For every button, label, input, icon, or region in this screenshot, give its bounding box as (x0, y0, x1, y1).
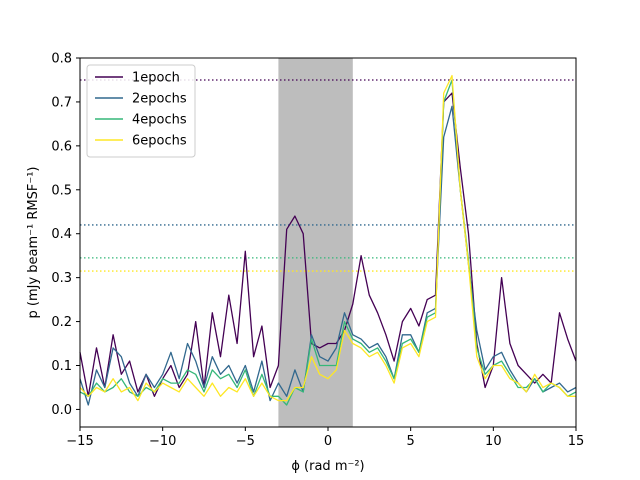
y-tick-label: 0.5 (51, 183, 72, 198)
series-lines (79, 74, 577, 406)
legend-label-2epochs: 2epochs (132, 92, 187, 107)
x-tick-label: 5 (407, 434, 415, 449)
legend-label-4epochs: 4epochs (132, 113, 187, 128)
x-tick-label: −10 (149, 434, 176, 449)
x-axis-ticks: −15 −10 −5 0 5 10 15 (66, 427, 584, 449)
y-tick-label: 0.7 (51, 95, 72, 110)
y-tick-label: 0.2 (51, 315, 72, 330)
y-tick-label: 0.8 (51, 52, 72, 67)
legend-label-1epoch: 1epoch (132, 71, 180, 86)
legend-box (86, 64, 196, 158)
y-tick-label: 0.0 (51, 403, 72, 418)
x-axis-label: ϕ (rad m⁻²) (291, 459, 364, 474)
x-tick-label: 10 (485, 434, 502, 449)
x-tick-label: −5 (236, 434, 255, 449)
x-tick-label: 15 (568, 434, 585, 449)
y-tick-label: 0.3 (51, 271, 72, 286)
y-tick-label: 0.4 (51, 227, 72, 242)
y-tick-label: 0.1 (51, 359, 72, 374)
threshold-lines (80, 79, 576, 272)
x-tick-label: −15 (66, 434, 93, 449)
legend: 1epoch 2epochs 4epochs 6epochs (86, 64, 196, 158)
shaded-region (278, 58, 353, 427)
x-tick-label: 0 (324, 434, 332, 449)
legend-label-6epochs: 6epochs (132, 134, 187, 149)
y-axis-ticks: 0.0 0.1 0.2 0.3 0.4 0.5 0.6 0.7 0.8 (51, 52, 80, 418)
y-tick-label: 0.6 (51, 139, 72, 154)
y-axis-label: p (mJy beam⁻¹ RMSF⁻¹) (26, 167, 41, 319)
series-line-6epochs (79, 74, 576, 402)
series-line-2epochs (79, 105, 577, 406)
